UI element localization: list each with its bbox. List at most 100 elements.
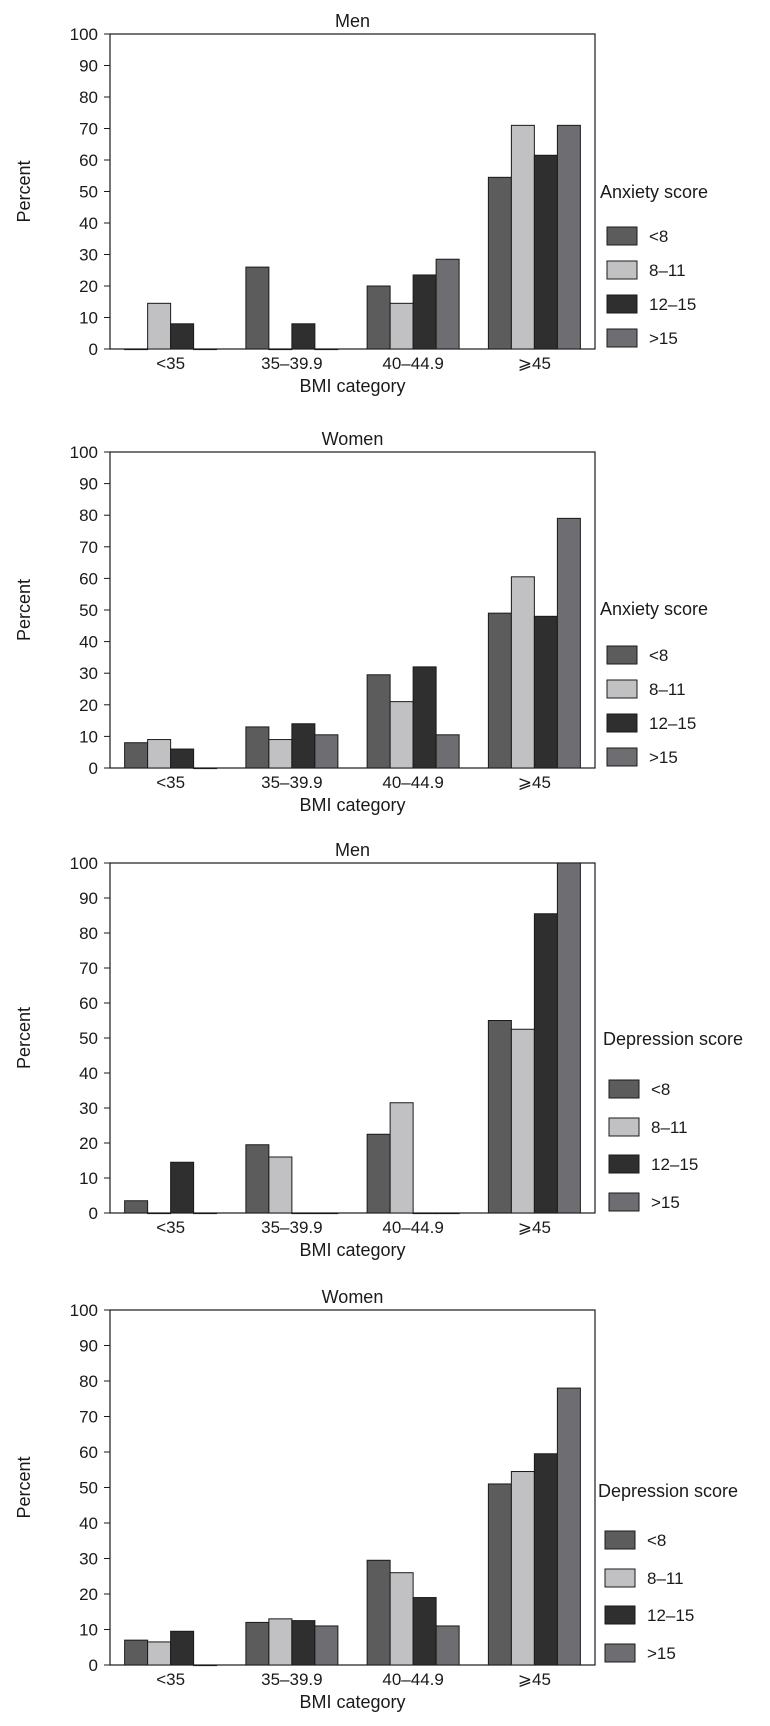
chart-1-bar-4-series-4 <box>556 124 581 350</box>
chart-4-legend-swatch-3 <box>604 1605 636 1625</box>
chart-1-y-tick-label-0: 0 <box>89 340 98 359</box>
chart-4-bar-2-series-1 <box>245 1621 270 1666</box>
chart-2-title: Women <box>322 429 384 449</box>
chart-2-bar-2-series-1 <box>245 726 270 769</box>
chart-4-y-tick-label-90: 90 <box>79 1337 98 1356</box>
chart-1-x-tick-label-1: <35 <box>156 354 185 373</box>
chart-2-y-tick-label-0: 0 <box>89 759 98 778</box>
chart-3-y-tick-label-60: 60 <box>79 994 98 1013</box>
chart-2-legend-label-3: 12–15 <box>649 714 696 733</box>
chart-1-y-tick-label-60: 60 <box>79 151 98 170</box>
chart-1-y-tick-label-90: 90 <box>79 57 98 76</box>
chart-3-x-axis-title: BMI category <box>299 1240 405 1260</box>
chart-1-y-tick-label-10: 10 <box>79 309 98 328</box>
chart-4-bar-1-series-1 <box>124 1639 149 1666</box>
chart-2-y-tick-label-10: 10 <box>79 727 98 746</box>
chart-3-legend-label-1: <8 <box>651 1080 670 1099</box>
chart-4-x-tick-label-2: 35–39.9 <box>261 1670 322 1689</box>
chart-3-bar-2-series-3 <box>291 1212 316 1215</box>
chart-2-y-tick-label-70: 70 <box>79 538 98 557</box>
chart-4-x-tick-label-1: <35 <box>156 1670 185 1689</box>
chart-3-x-tick-label-2: 35–39.9 <box>261 1218 322 1237</box>
chart-3-bar-4-series-3 <box>533 913 558 1214</box>
chart-4-legend-label-3: 12–15 <box>647 1606 694 1625</box>
chart-2-bar-2-series-4 <box>314 734 339 769</box>
chart-4-y-tick-label-60: 60 <box>79 1443 98 1462</box>
chart-1-y-tick-label-40: 40 <box>79 214 98 233</box>
chart-3-bar-1-series-3 <box>170 1161 195 1214</box>
chart-1-legend-label-4: >15 <box>649 329 678 348</box>
chart-1-y-tick-label-50: 50 <box>79 183 98 202</box>
chart-2-bar-1-series-3 <box>170 748 195 769</box>
chart-2-bar-4-series-3 <box>533 615 558 769</box>
chart-3-bar-1-series-4 <box>193 1212 218 1215</box>
chart-4-bar-2-series-3 <box>291 1620 316 1666</box>
chart-1-bar-4-series-2 <box>510 124 535 350</box>
chart-4-y-tick-label-40: 40 <box>79 1514 98 1533</box>
chart-3-legend-swatch-4 <box>608 1192 640 1212</box>
chart-2-y-tick-label-90: 90 <box>79 475 98 494</box>
chart-4-y-tick-label-50: 50 <box>79 1479 98 1498</box>
chart-1-bar-1-series-2 <box>147 302 172 350</box>
chart-3-bar-3-series-2 <box>389 1102 414 1214</box>
chart-1-bar-2-series-2 <box>268 348 293 351</box>
chart-4-bar-4-series-2 <box>510 1471 535 1666</box>
chart-1-bar-3-series-1 <box>366 285 391 350</box>
chart-2-y-tick-label-50: 50 <box>79 601 98 620</box>
chart-2-x-axis-title: BMI category <box>299 795 405 815</box>
chart-4-bar-2-series-4 <box>314 1625 339 1666</box>
chart-1-x-tick-label-3: 40–44.9 <box>382 354 443 373</box>
chart-2-bar-3-series-1 <box>366 674 391 769</box>
chart-3-x-tick-label-4: ⩾45 <box>518 1218 551 1237</box>
chart-3-legend-label-4: >15 <box>651 1193 680 1212</box>
chart-2-bar-2-series-3 <box>291 723 316 769</box>
chart-3-legend-title: Depression score <box>603 1029 743 1049</box>
chart-2-x-tick-label-3: 40–44.9 <box>382 773 443 792</box>
chart-1-bar-2-series-1 <box>245 266 270 350</box>
chart-1-x-axis-title: BMI category <box>299 376 405 396</box>
chart-1-bar-1-series-4 <box>193 348 218 351</box>
chart-2-y-tick-label-60: 60 <box>79 569 98 588</box>
chart-4-legend-label-1: <8 <box>647 1531 666 1550</box>
chart-2-legend-swatch-3 <box>606 713 638 733</box>
chart-3-y-axis-title: Percent <box>14 1007 34 1069</box>
chart-4-legend-swatch-1 <box>604 1530 636 1550</box>
chart-4-y-tick-label-10: 10 <box>79 1621 98 1640</box>
chart-1-bar-1-series-3 <box>170 323 195 350</box>
chart-2-legend-swatch-2 <box>606 679 638 699</box>
chart-2-y-axis-title: Percent <box>14 579 34 641</box>
chart-3-bar-2-series-2 <box>268 1156 293 1214</box>
chart-4-legend-label-4: >15 <box>647 1644 676 1663</box>
chart-2-x-tick-label-2: 35–39.9 <box>261 773 322 792</box>
chart-1-y-tick-label-80: 80 <box>79 88 98 107</box>
chart-3-legend-label-2: 8–11 <box>651 1118 688 1137</box>
chart-1-legend-label-3: 12–15 <box>649 295 696 314</box>
chart-2-bar-4-series-1 <box>487 612 512 769</box>
chart-2-legend-title: Anxiety score <box>600 599 708 619</box>
chart-4-bar-4-series-3 <box>533 1453 558 1666</box>
chart-1-bar-4-series-1 <box>487 176 512 350</box>
chart-4-bar-4-series-1 <box>487 1483 512 1666</box>
chart-4-y-tick-label-30: 30 <box>79 1550 98 1569</box>
chart-3-y-tick-label-20: 20 <box>79 1134 98 1153</box>
chart-2-legend-label-1: <8 <box>649 646 668 665</box>
chart-1-bar-3-series-4 <box>435 258 460 350</box>
chart-2-legend-swatch-1 <box>606 645 638 665</box>
chart-4-y-tick-label-80: 80 <box>79 1372 98 1391</box>
chart-4-y-tick-label-70: 70 <box>79 1408 98 1427</box>
chart-3-bar-4-series-4 <box>556 862 581 1214</box>
chart-4-y-tick-label-100: 100 <box>70 1301 98 1320</box>
chart-4-y-axis-title: Percent <box>14 1456 34 1518</box>
chart-1-bar-3-series-2 <box>389 302 414 350</box>
chart-2-bar-3-series-2 <box>389 701 414 769</box>
chart-4-bar-2-series-2 <box>268 1618 293 1666</box>
chart-3-bar-3-series-1 <box>366 1133 391 1214</box>
chart-1-legend-label-1: <8 <box>649 227 668 246</box>
chart-3-x-tick-label-3: 40–44.9 <box>382 1218 443 1237</box>
chart-4-legend-title: Depression score <box>598 1481 738 1501</box>
chart-1-x-tick-label-4: ⩾45 <box>518 354 551 373</box>
chart-1-legend-swatch-4 <box>606 328 638 348</box>
chart-1-legend-title: Anxiety score <box>600 182 708 202</box>
chart-1-y-tick-label-20: 20 <box>79 277 98 296</box>
chart-1-legend-swatch-3 <box>606 294 638 314</box>
